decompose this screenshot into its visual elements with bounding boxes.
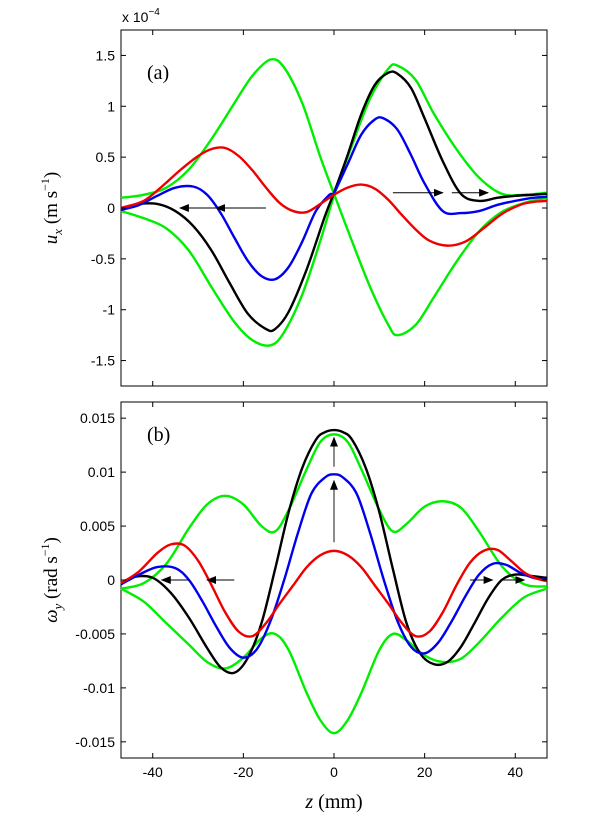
x-tick-label: -20: [233, 764, 253, 780]
series-line-a-3: [120, 116, 548, 281]
panel-label-a: (a): [147, 62, 169, 84]
y-tick-label-b: 0.005: [80, 518, 115, 534]
y-tick-label-a: -0.5: [91, 251, 115, 267]
series-line-b-2: [120, 428, 548, 675]
series-line-b-1: [120, 587, 548, 735]
y-tick-label-a: 0: [107, 200, 115, 216]
y-tick-label-a: 1: [107, 98, 115, 114]
y-axis-label-b: ωy (rad s−1): [38, 537, 65, 623]
y-tick-label-b: -0.01: [83, 680, 115, 696]
x-tick-label: 20: [417, 764, 433, 780]
y-tick-label-a: 0.5: [96, 149, 116, 165]
series-line-b-0: [120, 433, 548, 590]
exponent-label: x 10−4: [122, 7, 160, 25]
y-axis-label-a: ux (m s−1): [38, 172, 65, 244]
series-line-b-3: [120, 473, 548, 659]
y-tick-label-b: 0: [107, 572, 115, 588]
x-axis-label: z (mm): [304, 791, 362, 813]
series-line-b-4: [120, 542, 548, 638]
y-tick-label-a: -1.5: [91, 353, 115, 369]
x-tick-label: 40: [507, 764, 523, 780]
series-line-a-4: [120, 146, 548, 247]
y-tick-label-b: -0.015: [75, 734, 115, 750]
panel-label-b: (b): [147, 424, 170, 446]
y-tick-label-b: 0.015: [80, 410, 115, 426]
y-tick-label-b: 0.01: [88, 464, 115, 480]
x-tick-label: -40: [143, 764, 163, 780]
y-tick-label-b: -0.005: [75, 626, 115, 642]
panel-b: -0.015 -0.01 -0.005 0 0.005 0.01 0.015 -40 -20 0 2…: [38, 401, 548, 780]
y-tick-label-a: -1: [103, 302, 116, 318]
y-tick-label-a: 1.5: [96, 47, 116, 63]
x-tick-label: 0: [330, 764, 338, 780]
series-line-a-2: [120, 70, 548, 333]
panel-a: -1.5 -1 -0.5 0 0.5 1 1.5 (a) ux (m s−1): [38, 29, 548, 387]
